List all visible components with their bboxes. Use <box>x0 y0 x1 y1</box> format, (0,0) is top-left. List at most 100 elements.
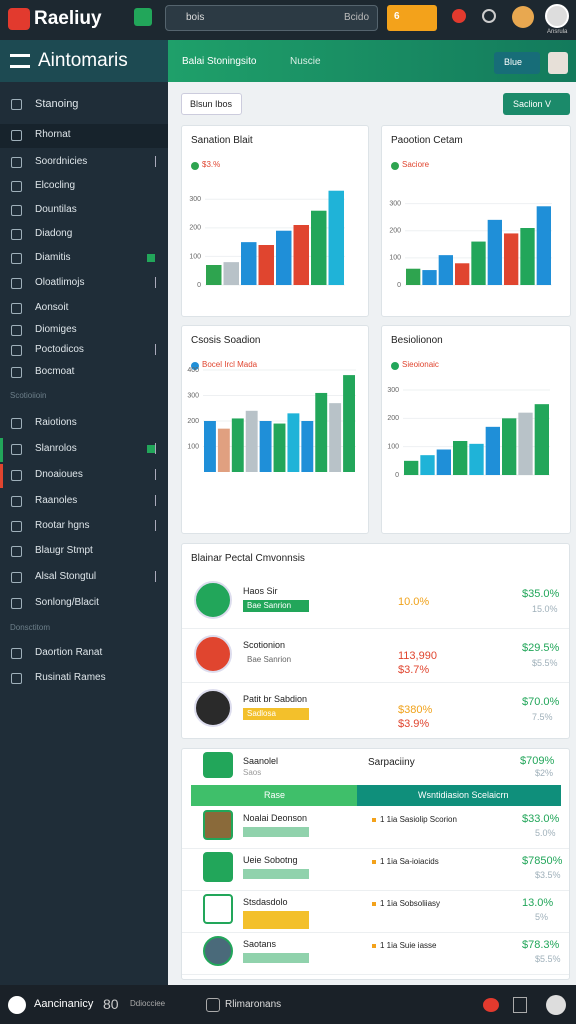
sidebar-item[interactable]: Alsal Stongtul <box>35 571 97 582</box>
item-icon <box>11 253 22 264</box>
list-card <box>181 543 570 739</box>
section-label: Donsctitom <box>10 623 51 632</box>
status-dot <box>147 254 155 262</box>
active-marker <box>0 438 3 462</box>
logo: Raeliuy <box>34 8 102 29</box>
bar <box>420 455 435 475</box>
row-pct-2: 7.5% <box>532 712 553 722</box>
row-pct: $70.0% <box>522 696 560 708</box>
sidebar-item[interactable]: Diadong <box>35 228 73 239</box>
bar <box>231 418 244 472</box>
sidebar-item[interactable]: Stanoing <box>35 98 79 110</box>
footer-icon[interactable] <box>513 997 527 1013</box>
sidebar-item[interactable]: Blaugr Stmpt <box>35 545 93 556</box>
divider <box>182 848 569 849</box>
user-avatar-1[interactable] <box>512 6 534 28</box>
bar <box>487 219 502 285</box>
chart-plot: 0 100 200 300 <box>389 200 552 289</box>
sidebar-item[interactable]: Rootar hgns <box>35 520 90 531</box>
sidebar-item[interactable]: Oloatlimojs <box>35 277 85 288</box>
row-marker <box>372 860 376 864</box>
sidebar-item[interactable]: Dnoaioues <box>35 469 83 480</box>
sidebar-item[interactable]: Dountilas <box>35 204 77 215</box>
y-tick-label: 100 <box>389 255 401 262</box>
bar <box>204 421 216 472</box>
footer-alert[interactable] <box>483 998 499 1012</box>
bar <box>455 263 470 285</box>
status-dot <box>147 445 155 453</box>
active-item <box>0 124 168 148</box>
item-icon <box>11 648 22 659</box>
menu-icon[interactable] <box>10 54 30 68</box>
sidebar-item[interactable]: Soordnicies <box>35 156 88 167</box>
row-sub: Bae Sanrion <box>247 655 292 664</box>
row-pct-2: 5.0% <box>535 828 556 838</box>
sidebar-item[interactable]: Poctodicos <box>35 344 84 355</box>
help-icon[interactable] <box>482 9 496 23</box>
sidebar-item[interactable]: Diomiges <box>35 324 77 335</box>
y-tick-label: 0 <box>397 282 401 289</box>
badge-button[interactable] <box>387 5 437 31</box>
bar <box>453 441 468 475</box>
row-bar <box>243 953 309 963</box>
search-box[interactable] <box>165 5 378 31</box>
row-marker <box>372 902 376 906</box>
footer-left: Aancinanicy <box>34 998 94 1010</box>
col-header-2 <box>357 785 561 806</box>
user-avatar-2[interactable] <box>545 4 569 28</box>
chevron: Soordnicies <box>148 156 156 167</box>
footer-avatar[interactable] <box>546 995 566 1015</box>
item-icon <box>11 598 22 609</box>
bar <box>329 403 342 472</box>
app-icon[interactable] <box>134 8 152 26</box>
avatar <box>203 894 233 924</box>
list2-title: Saanolel <box>243 756 279 766</box>
y-tick-label: 300 <box>189 196 201 203</box>
section-label: Scotioiioin <box>10 391 47 400</box>
sidebar-item[interactable]: Aonsoit <box>35 302 69 313</box>
sidebar-item[interactable]: Raanoles <box>35 495 78 506</box>
notify-icon[interactable] <box>452 9 466 23</box>
bar <box>328 190 344 285</box>
chevron: Dnoaioues <box>148 469 156 480</box>
col-header-1 <box>191 785 357 806</box>
sidebar-item[interactable]: Slanrolos <box>35 443 77 454</box>
chart-title: Besiolionon <box>391 335 443 346</box>
sidebar-item[interactable]: Rusinati Rames <box>35 672 106 683</box>
footer-icon[interactable] <box>206 998 220 1012</box>
row-desc: 1 1ia Sobsoliiasy <box>380 899 441 908</box>
header-button[interactable] <box>494 52 540 74</box>
row-name: Noalai Deonson <box>243 813 308 823</box>
header-tag: Nuscie <box>290 56 321 67</box>
list-title: Blainar Pectal Cmvonnsis <box>191 553 305 564</box>
sidebar-item[interactable]: Diamitis <box>35 252 71 263</box>
footer-icon[interactable] <box>8 996 26 1014</box>
toolbar-button[interactable] <box>503 93 570 115</box>
row-sub-bar <box>243 600 309 612</box>
sidebar-item[interactable]: Bocmoat <box>35 366 75 377</box>
sidebar-item[interactable]: Raiotions <box>35 417 77 428</box>
chart-legend: Sieoionaic <box>402 360 439 369</box>
row-sub-bar <box>243 708 309 720</box>
bar <box>502 418 517 475</box>
chevron: Alsal Stongtul <box>148 571 156 582</box>
sidebar-item[interactable]: Elcocling <box>35 180 76 191</box>
row-sub: Sadlosa <box>247 709 276 718</box>
chevron: Oloatlimojs <box>148 277 156 288</box>
sidebar-item[interactable]: Rhornat <box>35 129 71 140</box>
item-icon <box>11 278 22 289</box>
sidebar-item[interactable]: Daortion Ranat <box>35 647 103 658</box>
chevron: Raanoles <box>148 495 156 506</box>
row-amount: 113,990 <box>398 650 437 662</box>
sidebar-item[interactable]: Sonlong/Blacit <box>35 597 99 608</box>
bar <box>518 412 533 475</box>
tab[interactable] <box>181 93 242 115</box>
item-icon <box>11 367 22 378</box>
bar <box>485 426 500 475</box>
bar <box>259 421 272 472</box>
y-tick-label: 300 <box>387 387 399 394</box>
row-pct: $33.0% <box>522 813 560 825</box>
bar <box>315 392 328 472</box>
header-left <box>0 40 168 82</box>
chart-title: Sanation Blait <box>191 135 253 146</box>
